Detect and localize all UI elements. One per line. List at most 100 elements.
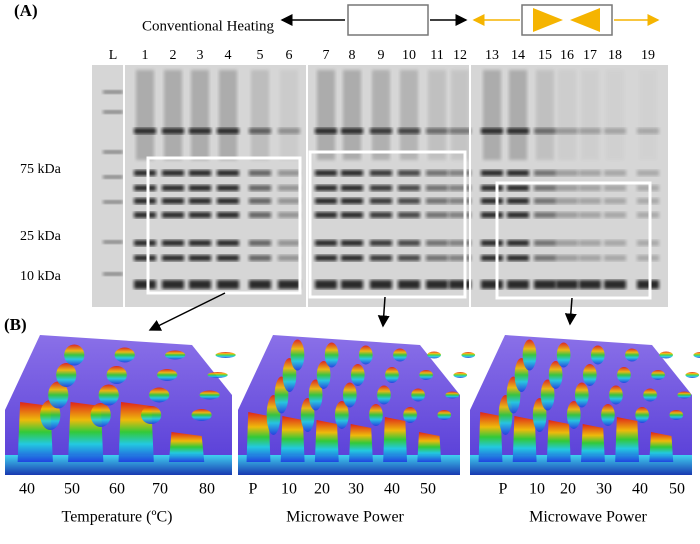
- gel-band: [604, 280, 626, 289]
- gel-band: [189, 212, 211, 218]
- gel-band: [637, 170, 659, 176]
- gel-band: [103, 90, 123, 94]
- lane-label: 18: [608, 48, 622, 63]
- lane-label: 17: [583, 48, 597, 63]
- gel-band: [481, 198, 503, 204]
- lane-label: 13: [485, 48, 499, 63]
- surface-peak: [411, 388, 425, 402]
- surface-peak: [581, 424, 605, 462]
- gel-smear: [581, 70, 599, 160]
- tick-label: 30: [348, 481, 364, 498]
- surface-peak: [540, 379, 555, 411]
- gel-smear: [164, 70, 182, 160]
- lane-label: 19: [641, 48, 655, 63]
- gel-band: [278, 240, 300, 246]
- gel-band: [370, 255, 392, 261]
- tick-label: P: [499, 481, 508, 498]
- gel-band: [604, 185, 626, 191]
- gel-band: [426, 185, 448, 191]
- gel-band: [449, 240, 471, 246]
- gel-band: [507, 212, 529, 218]
- axis-label: Microwave Power: [286, 509, 404, 526]
- gel-band: [556, 280, 578, 289]
- surface-peak: [445, 391, 460, 399]
- gel-band: [249, 185, 271, 191]
- gel-band: [134, 170, 156, 176]
- lane-label: 5: [257, 48, 264, 63]
- gel-band: [162, 240, 184, 246]
- surface-peak: [546, 420, 571, 462]
- gel-smear: [219, 70, 237, 160]
- panel-label: (B): [4, 315, 27, 334]
- gel-band: [189, 255, 211, 261]
- gel-band: [579, 198, 601, 204]
- surface-peak: [90, 403, 111, 427]
- surface-peak: [677, 391, 692, 399]
- gel-band: [249, 198, 271, 204]
- arrow: [148, 292, 226, 331]
- surface-peak: [437, 410, 452, 420]
- gel-band: [103, 175, 123, 179]
- gel-band: [481, 170, 503, 176]
- surface-peak: [114, 347, 135, 363]
- gel-band: [426, 212, 448, 218]
- gel-band: [278, 255, 300, 261]
- surface-peak: [635, 407, 649, 423]
- tick-label: 10: [529, 481, 545, 498]
- surface-peak: [191, 409, 212, 421]
- gel-band: [189, 240, 211, 246]
- gel-band: [507, 240, 529, 246]
- tick-label: 40: [19, 481, 35, 498]
- surface-peak: [556, 342, 571, 368]
- gel-band: [249, 240, 271, 246]
- heater-box: [347, 4, 429, 36]
- surface-peak: [246, 412, 271, 462]
- gel-band: [579, 255, 601, 261]
- gel-band: [534, 255, 556, 261]
- gel-band: [579, 240, 601, 246]
- surface-peak: [512, 416, 537, 462]
- surface-peak: [478, 412, 503, 462]
- gel-smear: [343, 70, 361, 160]
- gel-band: [278, 198, 300, 204]
- gel-band: [426, 170, 448, 176]
- surface-peak: [369, 404, 383, 426]
- lane-label: 7: [323, 48, 330, 63]
- gel-band: [162, 280, 184, 289]
- gel-smear: [483, 70, 501, 160]
- gel-smear: [451, 70, 469, 160]
- gel-band: [370, 240, 392, 246]
- lane-label: 2: [170, 48, 177, 63]
- gel-band: [103, 200, 123, 204]
- tick-label: 70: [152, 481, 168, 498]
- gel-band: [637, 128, 659, 134]
- surface-peak: [199, 390, 220, 400]
- gel-smear: [400, 70, 418, 160]
- gel-band: [604, 212, 626, 218]
- gel-band: [534, 240, 556, 246]
- gel-smear: [536, 70, 554, 160]
- gel-band: [534, 280, 556, 289]
- surface-peak: [314, 420, 339, 462]
- heating-label: Conventional Heating: [142, 18, 275, 34]
- lane-label: 3: [197, 48, 204, 63]
- gel-band: [481, 240, 503, 246]
- gel-band: [315, 170, 337, 176]
- gel-band: [556, 198, 578, 204]
- surface-peak: [215, 352, 236, 358]
- gel-band: [398, 170, 420, 176]
- gel-band: [217, 255, 239, 261]
- lane-label: 16: [560, 48, 574, 63]
- tick-label: 50: [669, 481, 685, 498]
- tick-label: 30: [596, 481, 612, 498]
- surface-peak: [461, 352, 476, 358]
- gel-band: [449, 185, 471, 191]
- gel-band: [556, 170, 578, 176]
- surface-peak: [316, 361, 331, 389]
- gel-band: [426, 198, 448, 204]
- microwave-icon: [533, 8, 600, 32]
- surface-peak: [427, 351, 441, 359]
- lane-label: 4: [225, 48, 232, 63]
- gel-band: [278, 170, 300, 176]
